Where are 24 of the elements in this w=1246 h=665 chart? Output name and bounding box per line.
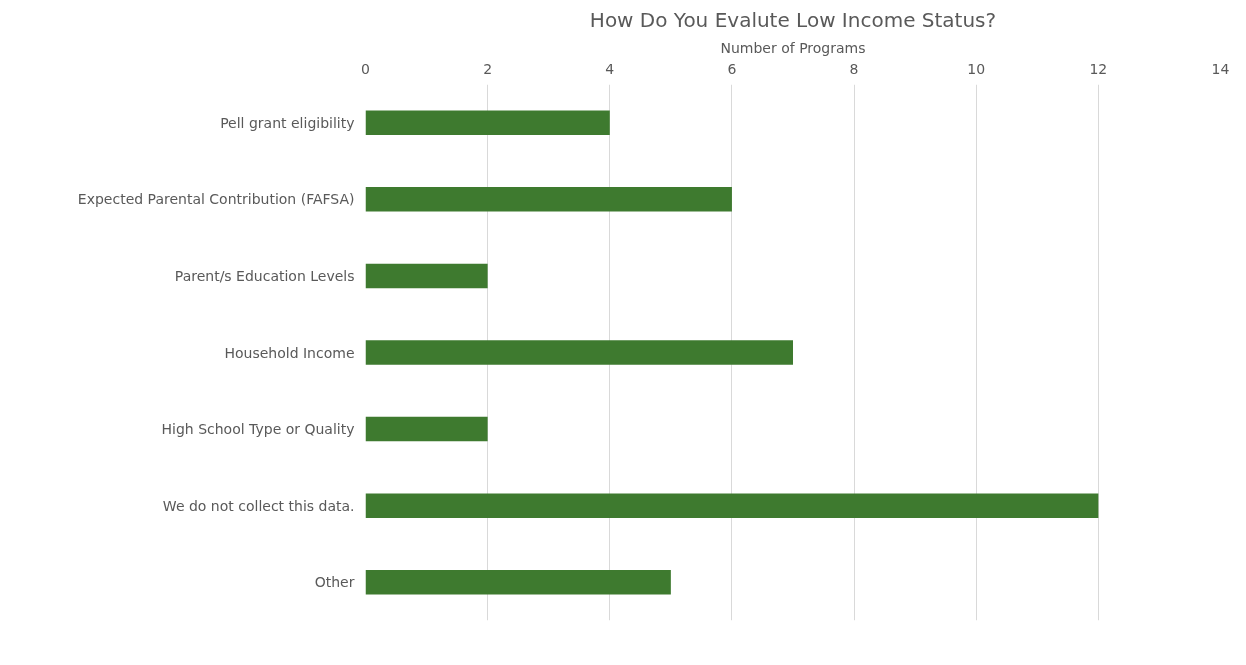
x-tick-label: 0: [361, 60, 370, 77]
y-tick-label: Parent/s Education Levels: [174, 267, 355, 284]
x-tick-label: 12: [1089, 60, 1108, 77]
y-tick-label: Expected Parental Contribution (FAFSA): [77, 191, 355, 208]
bar: [365, 263, 488, 289]
bar: [365, 416, 488, 442]
bar: [365, 187, 732, 212]
x-tick-label: 4: [605, 60, 615, 77]
bar: [365, 493, 1099, 518]
x-tick-label: 6: [727, 60, 737, 77]
chart-title: How Do You Evalute Low Income Status?: [589, 7, 997, 32]
x-tick-label: 14: [1211, 60, 1230, 77]
y-tick-label: Pell grant eligibility: [220, 114, 355, 131]
bar: [365, 569, 671, 595]
bar: [365, 340, 793, 365]
y-tick-label: High School Type or Quality: [161, 421, 355, 438]
y-tick-label: Other: [314, 574, 355, 591]
x-tick-label: 2: [483, 60, 493, 77]
x-tick-label: 10: [967, 60, 986, 77]
bar: [365, 110, 610, 136]
x-axis-title: Number of Programs: [720, 39, 866, 56]
y-tick-label: Household Income: [224, 344, 355, 361]
y-tick-label: We do not collect this data.: [162, 497, 355, 514]
x-tick-label: 8: [849, 60, 859, 77]
